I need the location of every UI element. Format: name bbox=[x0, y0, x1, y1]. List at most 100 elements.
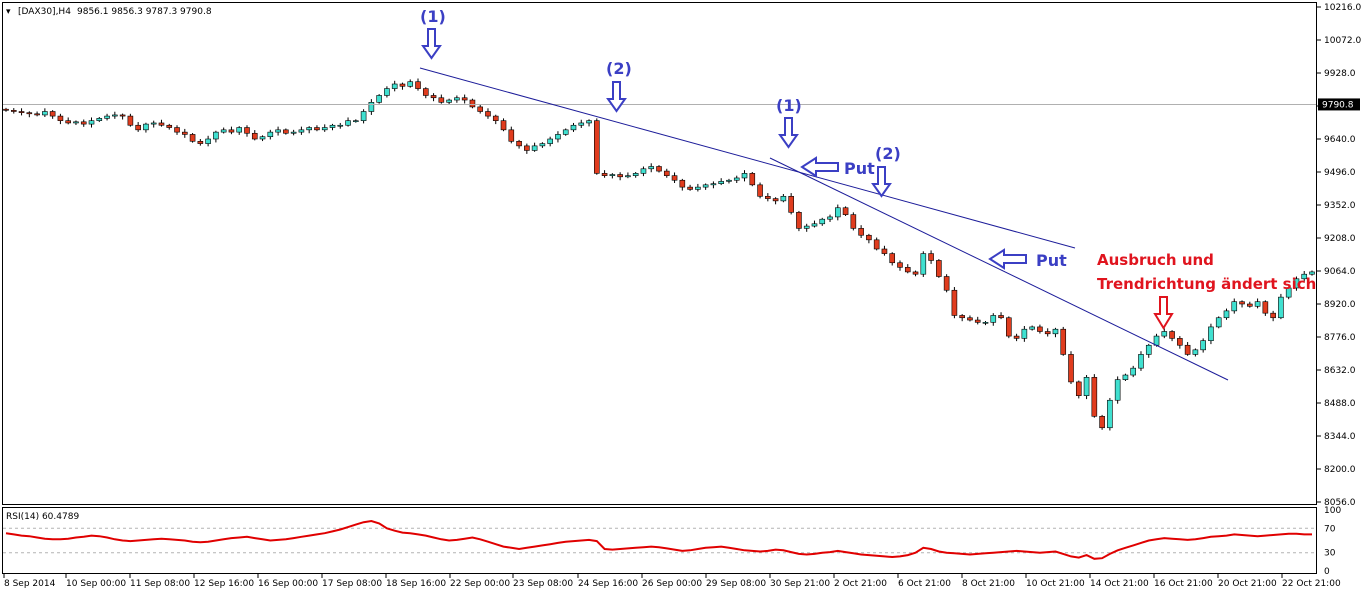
candle-body bbox=[531, 145, 538, 151]
candle bbox=[306, 126, 312, 134]
time-tick-label: 16 Oct 21:00 bbox=[1154, 579, 1213, 589]
candle bbox=[1068, 351, 1074, 384]
candle bbox=[1184, 342, 1191, 356]
candle bbox=[407, 79, 414, 88]
candle-body bbox=[803, 225, 810, 229]
menu-arrow-icon[interactable]: ▾ bbox=[6, 7, 11, 17]
candle-body bbox=[827, 216, 833, 220]
candle-body bbox=[150, 122, 157, 125]
candle bbox=[469, 98, 476, 109]
candle-body bbox=[982, 322, 989, 324]
trendline-2 bbox=[769, 157, 1229, 381]
candle-body bbox=[881, 248, 888, 254]
candle-body bbox=[384, 88, 390, 96]
candle-body bbox=[757, 184, 763, 197]
candle-body bbox=[407, 81, 414, 87]
candle bbox=[18, 108, 25, 116]
candle bbox=[104, 113, 110, 121]
candle-body bbox=[469, 99, 476, 108]
arrow-down-icon bbox=[871, 166, 892, 198]
time-tick-label: 2 Oct 21:00 bbox=[834, 579, 887, 589]
candle-body bbox=[1068, 354, 1074, 383]
arrow-down-icon bbox=[606, 81, 627, 113]
candle-body bbox=[951, 289, 958, 316]
candle bbox=[1037, 324, 1043, 334]
candle bbox=[524, 143, 530, 154]
candle bbox=[1107, 397, 1113, 431]
rsi-panel-frame bbox=[2, 507, 1317, 574]
candle-body bbox=[741, 173, 748, 179]
label-2-first: (2) bbox=[606, 59, 632, 78]
candle bbox=[570, 122, 577, 132]
candle bbox=[555, 131, 561, 143]
candle bbox=[749, 172, 756, 187]
candle bbox=[1091, 374, 1098, 418]
breakout-text-line2: Trendrichtung ändert sich bbox=[1097, 275, 1316, 293]
candle-body bbox=[834, 207, 841, 218]
candle bbox=[415, 78, 421, 91]
candle-body bbox=[578, 122, 585, 126]
candle bbox=[912, 270, 919, 277]
candle-body bbox=[1161, 331, 1168, 337]
label-1-second: (1) bbox=[776, 96, 802, 115]
candle-body bbox=[1177, 338, 1183, 346]
candle bbox=[298, 126, 305, 135]
candle-body bbox=[912, 271, 919, 275]
time-tick-label: 8 Sep 2014 bbox=[4, 579, 56, 589]
candle-body bbox=[112, 114, 118, 117]
candle bbox=[353, 119, 359, 123]
candle-body bbox=[850, 214, 857, 229]
candle bbox=[819, 217, 826, 226]
candle bbox=[1192, 348, 1199, 357]
rsi-header: RSI(14) 60.4789 bbox=[6, 512, 79, 522]
candle bbox=[1177, 336, 1183, 349]
price-tick-label: 8344.0 bbox=[1324, 432, 1356, 442]
candle-body bbox=[143, 123, 149, 131]
candle bbox=[368, 99, 375, 115]
candle-body bbox=[1270, 312, 1276, 319]
candle bbox=[1099, 414, 1105, 430]
candle-body bbox=[671, 175, 678, 181]
candle-body bbox=[702, 184, 709, 188]
rsi-tick-label: 0 bbox=[1324, 567, 1330, 577]
candle-body bbox=[601, 173, 608, 176]
time-tick-label: 26 Sep 00:00 bbox=[642, 579, 702, 589]
candle bbox=[135, 122, 141, 132]
candle-body bbox=[1278, 296, 1284, 319]
candle-body bbox=[391, 83, 398, 89]
candle-body bbox=[360, 111, 367, 121]
candle-body bbox=[819, 218, 826, 225]
candle-body bbox=[1192, 349, 1199, 355]
candle-body bbox=[454, 97, 460, 101]
candle bbox=[57, 113, 64, 125]
candle bbox=[617, 172, 623, 181]
candle-body bbox=[632, 173, 639, 176]
candle-body bbox=[1145, 344, 1152, 355]
candle-body bbox=[329, 124, 336, 128]
candle-body bbox=[959, 315, 965, 319]
candle-body bbox=[695, 186, 701, 190]
candle-body bbox=[1107, 399, 1113, 429]
candle bbox=[267, 129, 274, 140]
candle-body bbox=[1285, 287, 1292, 298]
candle bbox=[1301, 271, 1308, 283]
label-2-second: (2) bbox=[875, 144, 901, 163]
candle bbox=[461, 94, 468, 104]
candle-body bbox=[749, 173, 756, 186]
breakout-text-line1: Ausbruch und bbox=[1097, 251, 1214, 269]
candle-body bbox=[1239, 301, 1245, 305]
candle bbox=[49, 110, 56, 119]
candle bbox=[897, 260, 903, 271]
candle bbox=[1145, 343, 1152, 358]
candle bbox=[88, 117, 95, 128]
candle bbox=[1029, 325, 1035, 331]
candle bbox=[492, 114, 499, 125]
candle bbox=[1309, 270, 1315, 276]
candle bbox=[601, 170, 608, 178]
candle bbox=[1200, 338, 1206, 353]
candle bbox=[695, 183, 701, 192]
candle-body bbox=[1083, 377, 1090, 396]
candle bbox=[228, 126, 235, 135]
candle-body bbox=[96, 118, 103, 121]
